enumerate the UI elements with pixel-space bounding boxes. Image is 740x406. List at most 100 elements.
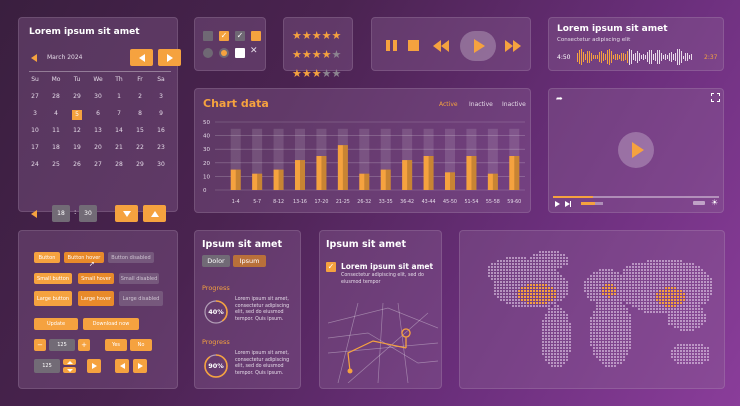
calendar-day[interactable]: 29 xyxy=(136,161,144,168)
calendar-day[interactable]: 27 xyxy=(31,93,39,100)
radio-unselected[interactable] xyxy=(203,48,213,58)
tag-dolor[interactable]: Dolor xyxy=(202,255,230,267)
hour-field[interactable]: 18 xyxy=(52,205,70,222)
video-play-button[interactable] xyxy=(618,132,654,168)
month-prev-small-icon[interactable] xyxy=(31,54,37,62)
calendar-day[interactable]: 1 xyxy=(117,93,121,100)
small-button[interactable]: Small button xyxy=(34,273,72,284)
button-default[interactable]: Button xyxy=(34,252,60,263)
stop-icon[interactable] xyxy=(408,40,419,51)
world-map[interactable] xyxy=(460,231,726,390)
calendar-day[interactable]: 12 xyxy=(73,127,81,134)
next-icon[interactable] xyxy=(565,201,571,207)
calendar-day[interactable]: 20 xyxy=(94,144,102,151)
map-card-checkbox[interactable]: ✓ xyxy=(326,262,336,272)
star-row[interactable]: ★★★★★ xyxy=(292,24,341,43)
star-icon[interactable]: ★ xyxy=(331,67,342,80)
calendar-day[interactable]: 22 xyxy=(136,144,144,151)
prev-small-button[interactable] xyxy=(115,359,129,373)
small-hover[interactable]: Small hover xyxy=(78,273,114,284)
close-icon[interactable]: ✕ xyxy=(250,46,258,56)
chart-tab-inactive-1[interactable]: Inactive xyxy=(469,101,493,108)
calendar-day[interactable]: 8 xyxy=(138,110,142,117)
calendar-day[interactable]: 18 xyxy=(52,144,60,151)
play-small-button[interactable] xyxy=(87,359,101,373)
calendar-day[interactable]: 26 xyxy=(73,161,81,168)
checkbox-white[interactable] xyxy=(235,48,245,58)
play-button[interactable] xyxy=(460,31,496,61)
fullscreen-icon[interactable] xyxy=(711,93,720,102)
select-down-button[interactable] xyxy=(63,367,76,373)
stepper-plus-button[interactable]: + xyxy=(78,339,90,351)
calendar-day[interactable]: 6 xyxy=(96,110,100,117)
video-play-icon[interactable] xyxy=(555,201,560,207)
settings-icon[interactable]: ☀ xyxy=(711,198,719,207)
minute-field[interactable]: 30 xyxy=(79,205,97,222)
star-icon[interactable]: ★ xyxy=(311,48,322,61)
select-value[interactable]: 125 xyxy=(34,359,60,373)
calendar-day[interactable]: 14 xyxy=(115,127,123,134)
calendar-day[interactable]: 9 xyxy=(159,110,163,117)
calendar-day[interactable]: 11 xyxy=(52,127,60,134)
checkbox-checked-dark[interactable]: ✓ xyxy=(235,31,245,41)
share-icon[interactable]: ➦ xyxy=(556,94,563,103)
star-icon[interactable]: ★ xyxy=(321,29,332,42)
calendar-day[interactable]: 25 xyxy=(52,161,60,168)
calendar-day[interactable]: 3 xyxy=(159,93,163,100)
calendar-day[interactable]: 17 xyxy=(31,144,39,151)
time-up-button[interactable] xyxy=(143,205,166,222)
calendar-day-selected[interactable]: 5 xyxy=(72,110,82,120)
star-icon[interactable]: ★ xyxy=(301,29,312,42)
calendar-day[interactable]: 2 xyxy=(138,93,142,100)
fast-forward-icon[interactable] xyxy=(505,40,521,52)
star-icon[interactable]: ★ xyxy=(331,48,342,61)
calendar-day[interactable]: 29 xyxy=(73,93,81,100)
calendar-day[interactable]: 27 xyxy=(94,161,102,168)
star-icon[interactable]: ★ xyxy=(292,67,302,80)
checkbox-orange-filled[interactable] xyxy=(251,31,261,41)
month-next-button[interactable] xyxy=(158,49,181,66)
calendar-day[interactable]: 28 xyxy=(115,161,123,168)
chart-tab-inactive-2[interactable]: Inactive xyxy=(502,101,526,108)
calendar-day[interactable]: 21 xyxy=(115,144,123,151)
calendar-day[interactable]: 28 xyxy=(52,93,60,100)
calendar-day[interactable]: 15 xyxy=(136,127,144,134)
calendar-day[interactable]: 13 xyxy=(94,127,102,134)
button-hover[interactable]: Button hover xyxy=(64,252,104,263)
star-rating[interactable]: ★★★★★ ★★★★★ ★★★★★ xyxy=(292,24,341,81)
tag-ipsum[interactable]: Ipsum xyxy=(233,255,266,267)
stepper-minus-button[interactable]: − xyxy=(34,339,46,351)
star-icon[interactable]: ★ xyxy=(321,67,332,80)
checkbox-unchecked[interactable] xyxy=(203,31,213,41)
calendar-day[interactable]: 30 xyxy=(157,161,165,168)
star-icon[interactable]: ★ xyxy=(311,67,322,80)
calendar-day[interactable]: 30 xyxy=(94,93,102,100)
time-down-button[interactable] xyxy=(115,205,138,222)
pause-icon[interactable] xyxy=(386,40,397,51)
download-button[interactable]: Download now xyxy=(83,318,139,330)
calendar-day[interactable]: 16 xyxy=(157,127,165,134)
large-hover[interactable]: Large hover xyxy=(78,291,114,306)
star-icon[interactable]: ★ xyxy=(311,29,322,42)
month-prev-button[interactable] xyxy=(130,49,153,66)
star-icon[interactable]: ★ xyxy=(292,29,302,42)
street-map[interactable] xyxy=(328,303,438,383)
update-button[interactable]: Update xyxy=(34,318,78,330)
star-icon[interactable]: ★ xyxy=(292,48,302,61)
star-icon[interactable]: ★ xyxy=(301,48,312,61)
yes-button[interactable]: Yes xyxy=(105,339,127,351)
video-progress-track[interactable] xyxy=(553,196,719,198)
star-row[interactable]: ★★★★★ xyxy=(292,62,341,81)
calendar-day[interactable]: 4 xyxy=(54,110,58,117)
star-row[interactable]: ★★★★★ xyxy=(292,43,341,62)
star-icon[interactable]: ★ xyxy=(331,29,342,42)
stepper-value[interactable]: 125 xyxy=(49,339,75,351)
radio-selected[interactable] xyxy=(219,48,229,58)
checkbox-checked-orange[interactable]: ✓ xyxy=(219,31,229,41)
chart-tab-active[interactable]: Active xyxy=(439,101,458,108)
next-small-button[interactable] xyxy=(133,359,147,373)
no-button[interactable]: No xyxy=(130,339,152,351)
calendar-day[interactable]: 3 xyxy=(33,110,37,117)
audio-waveform[interactable] xyxy=(577,47,695,67)
time-prev-icon[interactable] xyxy=(31,210,37,218)
